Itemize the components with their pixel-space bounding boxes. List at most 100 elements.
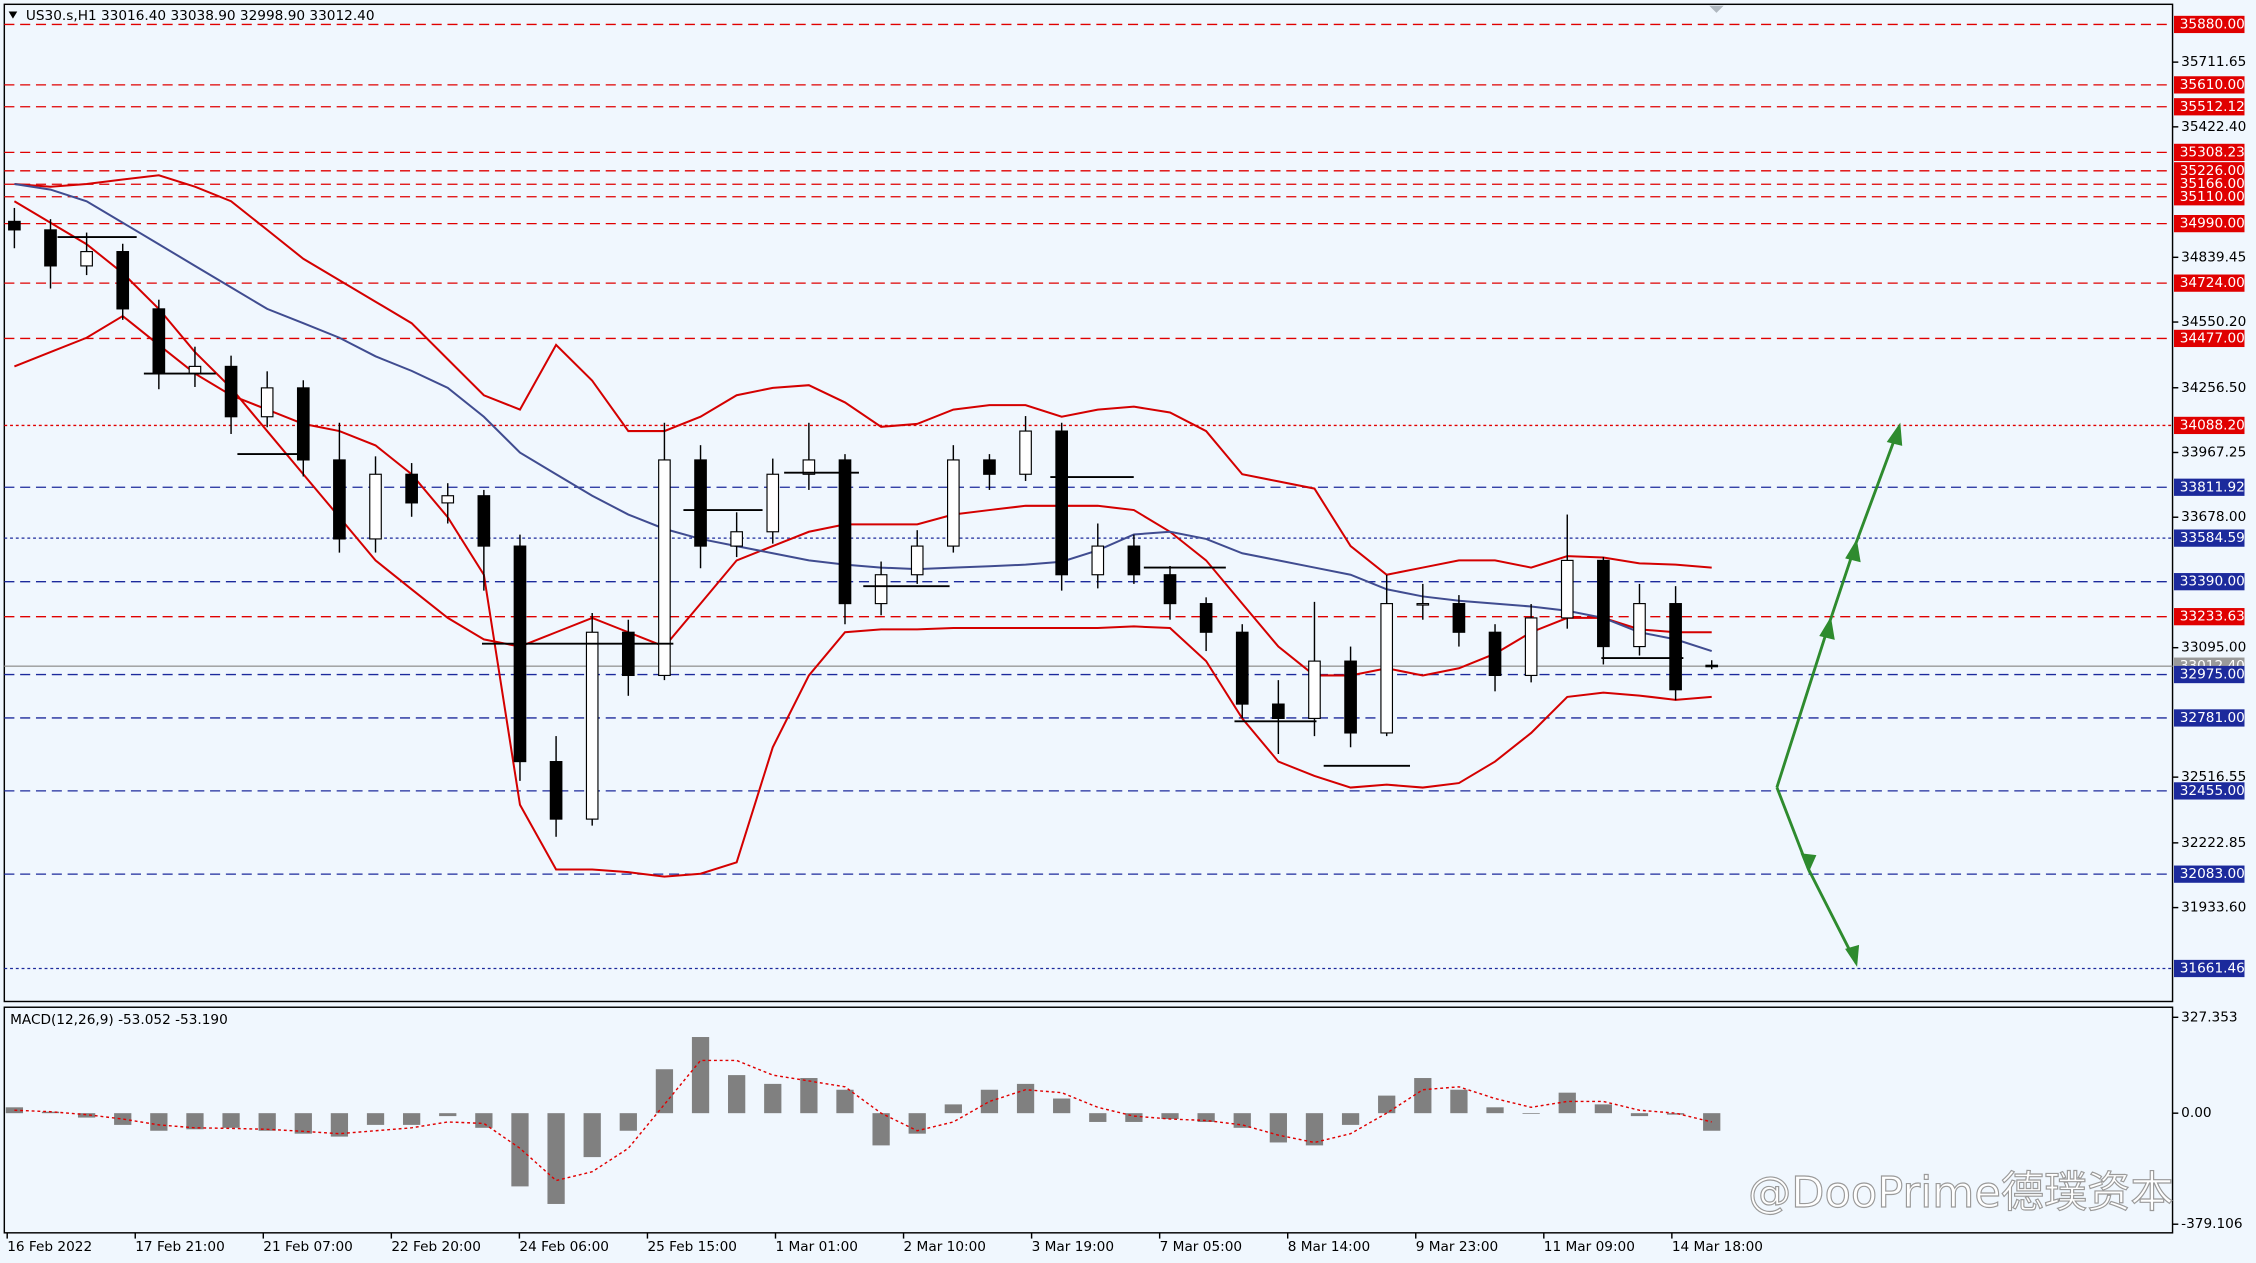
y-tick-label: 32222.85 [2181, 835, 2246, 851]
candle-body [477, 495, 491, 547]
candle-body [116, 251, 130, 310]
level-label-box [2173, 416, 2245, 435]
level-label-box [2173, 478, 2245, 496]
y-tick-label: 33678.00 [2181, 509, 2246, 525]
arrow-head [1800, 853, 1817, 873]
macd-bar [366, 1113, 385, 1125]
level-label-box [2173, 573, 2245, 591]
macd-bar [511, 1113, 529, 1187]
y-tick-label: 34256.50 [2181, 380, 2246, 396]
level-label-box [2173, 959, 2245, 978]
candle-body [1524, 617, 1538, 677]
candle-body [296, 387, 310, 461]
candle-body [585, 631, 599, 820]
candle-body [260, 387, 274, 418]
level-label-box [2173, 782, 2245, 800]
candle-body [333, 459, 346, 540]
macd-bar [5, 1107, 24, 1114]
x-tick-label: 21 Feb 07:00 [263, 1239, 353, 1255]
x-tick-label: 7 Mar 05:00 [1160, 1239, 1242, 1255]
scenario-arrows [1775, 422, 1903, 967]
y-tick-label: 327.353 [2181, 1009, 2237, 1025]
candle-body [1127, 545, 1141, 576]
candle-body [8, 220, 21, 231]
y-tick-label: 33967.25 [2181, 444, 2246, 460]
candle-body [1055, 430, 1069, 576]
level-label-box [2173, 274, 2245, 292]
level-label-box [2173, 329, 2245, 348]
macd-bar [1378, 1095, 1396, 1114]
macd-bar [258, 1113, 276, 1131]
macd-bar [764, 1083, 782, 1114]
level-label: 32781.00 [2180, 710, 2245, 726]
macd-bar [800, 1078, 818, 1114]
macd-bar [1089, 1113, 1107, 1122]
indicator-line [14, 183, 1713, 653]
level-label: 32975.00 [2180, 667, 2245, 683]
x-tick-label: 16 Feb 2022 [7, 1239, 92, 1255]
candle-body [1669, 603, 1682, 691]
x-tick-label: 25 Feb 15:00 [647, 1239, 737, 1255]
x-tick-label: 8 Mar 14:00 [1288, 1239, 1370, 1255]
level-label: 34477.00 [2180, 330, 2245, 346]
candle-body [1380, 603, 1394, 734]
level-label: 35110.00 [2180, 189, 2245, 205]
candle-body [1597, 559, 1610, 648]
macd-bar [1594, 1104, 1613, 1114]
y-tick-label: 34839.45 [2181, 249, 2246, 265]
candle-body [1272, 703, 1285, 719]
candle-body [224, 365, 238, 418]
macd-bar [1016, 1083, 1035, 1114]
macd-bar [1197, 1113, 1215, 1122]
level-label: 35512.12 [2180, 99, 2245, 115]
candle-body [513, 545, 527, 763]
arrow-head [1845, 944, 1860, 967]
arrow-head [1886, 422, 1903, 446]
macd-bar [1450, 1089, 1468, 1114]
level-label-box [2173, 214, 2245, 233]
level-label: 33233.63 [2180, 609, 2245, 625]
macd-bar [1341, 1113, 1360, 1125]
candle-body [1235, 631, 1249, 705]
level-label-box [2173, 865, 2245, 883]
macd-bar [547, 1113, 565, 1204]
macd-bar [330, 1113, 349, 1137]
macd-bar [294, 1113, 312, 1134]
candle-body [983, 459, 996, 475]
x-tick-label: 3 Mar 19:00 [1032, 1239, 1114, 1255]
menu-triangle [8, 11, 18, 19]
x-tick-label: 2 Mar 10:00 [904, 1239, 986, 1255]
candle-body [1488, 631, 1502, 677]
candle-body [1633, 603, 1646, 648]
x-tick-label: 24 Feb 06:00 [519, 1239, 609, 1255]
candle-body [369, 473, 382, 540]
level-label: 34088.20 [2180, 417, 2245, 433]
level-label: 32083.00 [2180, 866, 2245, 882]
candle-body [152, 308, 166, 375]
y-tick-label: -379.106 [2181, 1216, 2242, 1232]
y-tick-label: 32516.55 [2181, 769, 2246, 785]
macd-bar [1269, 1113, 1287, 1143]
level-label: 35880.00 [2180, 16, 2245, 32]
x-tick-label: 22 Feb 20:00 [391, 1239, 481, 1255]
macd-bar [1125, 1113, 1143, 1122]
macd-bar [1522, 1113, 1540, 1114]
macd-bar [186, 1113, 204, 1130]
level-label-box [2173, 188, 2245, 206]
candle-body [1416, 603, 1430, 606]
y-tick-label: 35422.40 [2181, 119, 2246, 135]
candle-body [188, 365, 202, 375]
chart-title: US30.s,H1 33016.40 33038.90 32998.90 330… [26, 8, 375, 24]
macd-panel [3, 1006, 2174, 1234]
macd-bar [1161, 1113, 1179, 1120]
candle-body [838, 459, 852, 605]
macd-bar [1666, 1113, 1685, 1115]
candle-body [1705, 664, 1719, 668]
macd-bar [1486, 1107, 1504, 1114]
level-label: 31661.46 [2180, 960, 2245, 976]
pivot-segments [57, 236, 1684, 767]
x-tick-label: 14 Mar 18:00 [1672, 1239, 1763, 1255]
candle-body [874, 574, 888, 605]
level-label: 34724.00 [2180, 275, 2245, 291]
